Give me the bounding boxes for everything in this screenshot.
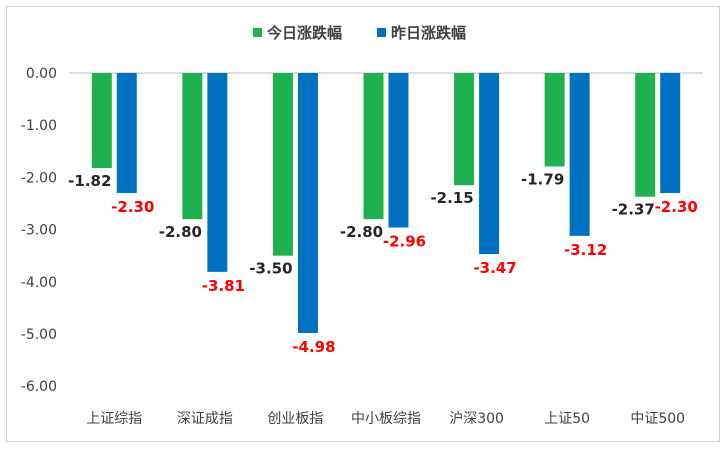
y-tick-label: -5.00 xyxy=(21,327,57,343)
data-labels: -1.82-2.30-2.80-3.81-3.50-4.98-2.80-2.96… xyxy=(68,170,698,356)
legend-label-0: 今日涨跌幅 xyxy=(266,24,342,42)
x-category-label: 上证50 xyxy=(544,411,590,427)
legend-swatch-1 xyxy=(377,28,386,37)
data-label-yesterday: -3.81 xyxy=(202,277,245,295)
bar-yesterday xyxy=(297,73,318,333)
data-label-yesterday: -2.96 xyxy=(383,233,426,251)
x-category-label: 中证500 xyxy=(630,411,685,427)
bar-yesterday xyxy=(660,73,681,194)
data-label-today: -2.15 xyxy=(430,189,473,207)
bar-today xyxy=(544,73,565,167)
data-label-yesterday: -2.30 xyxy=(655,198,698,216)
bar-yesterday xyxy=(569,73,590,236)
data-label-today: -1.82 xyxy=(68,172,111,190)
x-category-label: 上证综指 xyxy=(86,411,142,427)
bar-chart: 今日涨跌幅 昨日涨跌幅 0.00 -1.00 -2.00 -3.00 -4.00 -5.00… xyxy=(21,24,703,427)
y-axis: 0.00 -1.00 -2.00 -3.00 -4.00 -5.00 -6.00 xyxy=(21,66,57,395)
chart-frame: 今日涨跌幅 昨日涨跌幅 0.00 -1.00 -2.00 -3.00 -4.00 -5.00… xyxy=(6,6,720,442)
data-label-yesterday: -3.47 xyxy=(473,259,516,277)
data-label-today: -2.80 xyxy=(340,223,383,241)
bar-today xyxy=(182,73,203,220)
bar-today xyxy=(363,73,384,220)
bar-yesterday xyxy=(116,73,137,194)
y-tick-label: -2.00 xyxy=(21,170,57,186)
bar-today xyxy=(272,73,293,256)
bar-yesterday xyxy=(479,73,500,255)
x-axis: 上证综指 深证成指 创业板指 中小板综指 沪深300 上证50 中证500 xyxy=(69,72,703,427)
legend: 今日涨跌幅 昨日涨跌幅 xyxy=(253,24,466,42)
x-category-label: 创业板指 xyxy=(267,411,323,427)
data-label-today: -1.79 xyxy=(521,170,564,188)
data-label-yesterday: -2.30 xyxy=(111,198,154,216)
legend-swatch-0 xyxy=(253,28,262,37)
bar-yesterday xyxy=(388,73,409,228)
data-label-today: -2.37 xyxy=(612,201,655,219)
bar-today xyxy=(635,73,656,197)
y-tick-label: -6.00 xyxy=(21,379,57,395)
bars xyxy=(91,73,681,333)
data-label-yesterday: -3.12 xyxy=(564,241,607,259)
bar-yesterday xyxy=(207,73,228,272)
data-label-today: -2.80 xyxy=(159,223,202,241)
bar-today xyxy=(454,73,475,186)
y-tick-label: -1.00 xyxy=(21,118,57,134)
x-category-label: 沪深300 xyxy=(449,411,504,427)
data-label-yesterday: -4.98 xyxy=(292,338,335,356)
data-label-today: -3.50 xyxy=(249,260,292,278)
y-tick-label: -3.00 xyxy=(21,223,57,239)
legend-label-1: 昨日涨跌幅 xyxy=(391,24,466,42)
x-category-label: 中小板综指 xyxy=(351,411,421,427)
x-category-label: 深证成指 xyxy=(177,411,233,427)
y-tick-label: 0.00 xyxy=(26,66,57,82)
bar-today xyxy=(91,73,112,169)
y-tick-label: -4.00 xyxy=(21,275,57,291)
